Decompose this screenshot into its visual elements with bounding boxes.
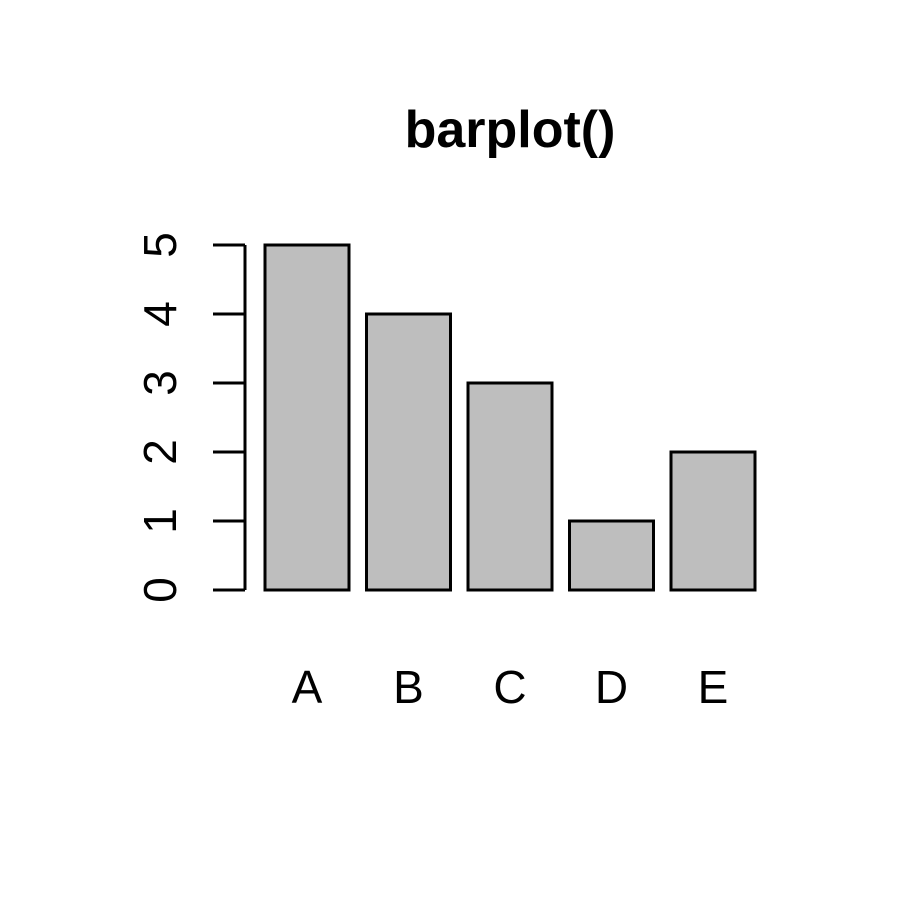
y-tick-label: 4 — [134, 301, 186, 327]
y-tick-label: 3 — [134, 370, 186, 396]
bar-A — [263, 243, 351, 592]
x-tick-label: E — [698, 661, 729, 713]
y-tick-label: 5 — [134, 232, 186, 258]
y-axis: 0 1 2 3 4 5 — [134, 232, 247, 603]
x-tick-label: D — [595, 661, 628, 713]
chart-title: barplot() — [405, 101, 616, 159]
x-axis-labels: A B C D E — [292, 661, 729, 713]
bar-D — [568, 519, 655, 592]
bar-E — [669, 450, 757, 592]
x-tick-label: A — [292, 661, 323, 713]
bar-B — [365, 312, 452, 592]
bars — [263, 243, 757, 592]
y-tick-label: 0 — [134, 577, 186, 603]
bar-C — [466, 381, 554, 592]
y-tick-label: 2 — [134, 439, 186, 465]
x-tick-label: C — [493, 661, 526, 713]
y-tick-label: 1 — [134, 508, 186, 534]
x-tick-label: B — [393, 661, 424, 713]
